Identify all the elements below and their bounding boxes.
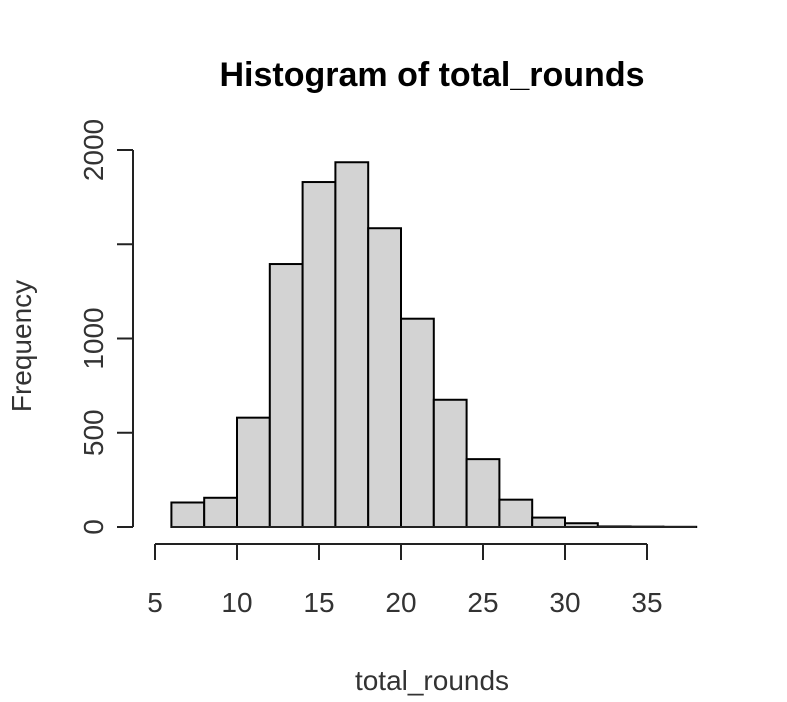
y-tick-label: 2000 [78, 119, 109, 181]
histogram-bar [400, 317, 435, 528]
histogram-bar [432, 398, 468, 529]
histogram-bar [531, 516, 567, 529]
histogram-bar [367, 227, 403, 528]
histogram-bar [334, 161, 370, 528]
y-axis-label: Frequency [6, 280, 37, 412]
histogram-bar [465, 458, 501, 529]
x-tick-label: 35 [631, 587, 662, 618]
x-axis-label: total_rounds [355, 665, 509, 696]
histogram-bar [498, 498, 534, 529]
y-tick-label: 500 [78, 409, 109, 456]
histogram-bar [203, 496, 238, 529]
y-tick-label: 0 [78, 519, 109, 535]
y-tick-label: 1000 [78, 307, 109, 369]
x-tick-label: 25 [467, 587, 498, 618]
histogram-bar [170, 501, 206, 528]
x-tick-label: 20 [385, 587, 416, 618]
x-tick-label: 5 [147, 587, 163, 618]
histogram-bar [301, 181, 337, 528]
chart-title: Histogram of total_rounds [219, 56, 644, 94]
x-tick-label: 30 [549, 587, 580, 618]
histogram-bar [268, 263, 304, 528]
x-axis: 5 10 15 20 25 30 35 [147, 543, 663, 618]
histogram-bar [236, 416, 271, 529]
x-tick-label: 15 [303, 587, 334, 618]
y-axis: 0 500 1000 2000 [78, 119, 134, 535]
bars-group [170, 161, 698, 529]
x-tick-label: 10 [221, 587, 252, 618]
